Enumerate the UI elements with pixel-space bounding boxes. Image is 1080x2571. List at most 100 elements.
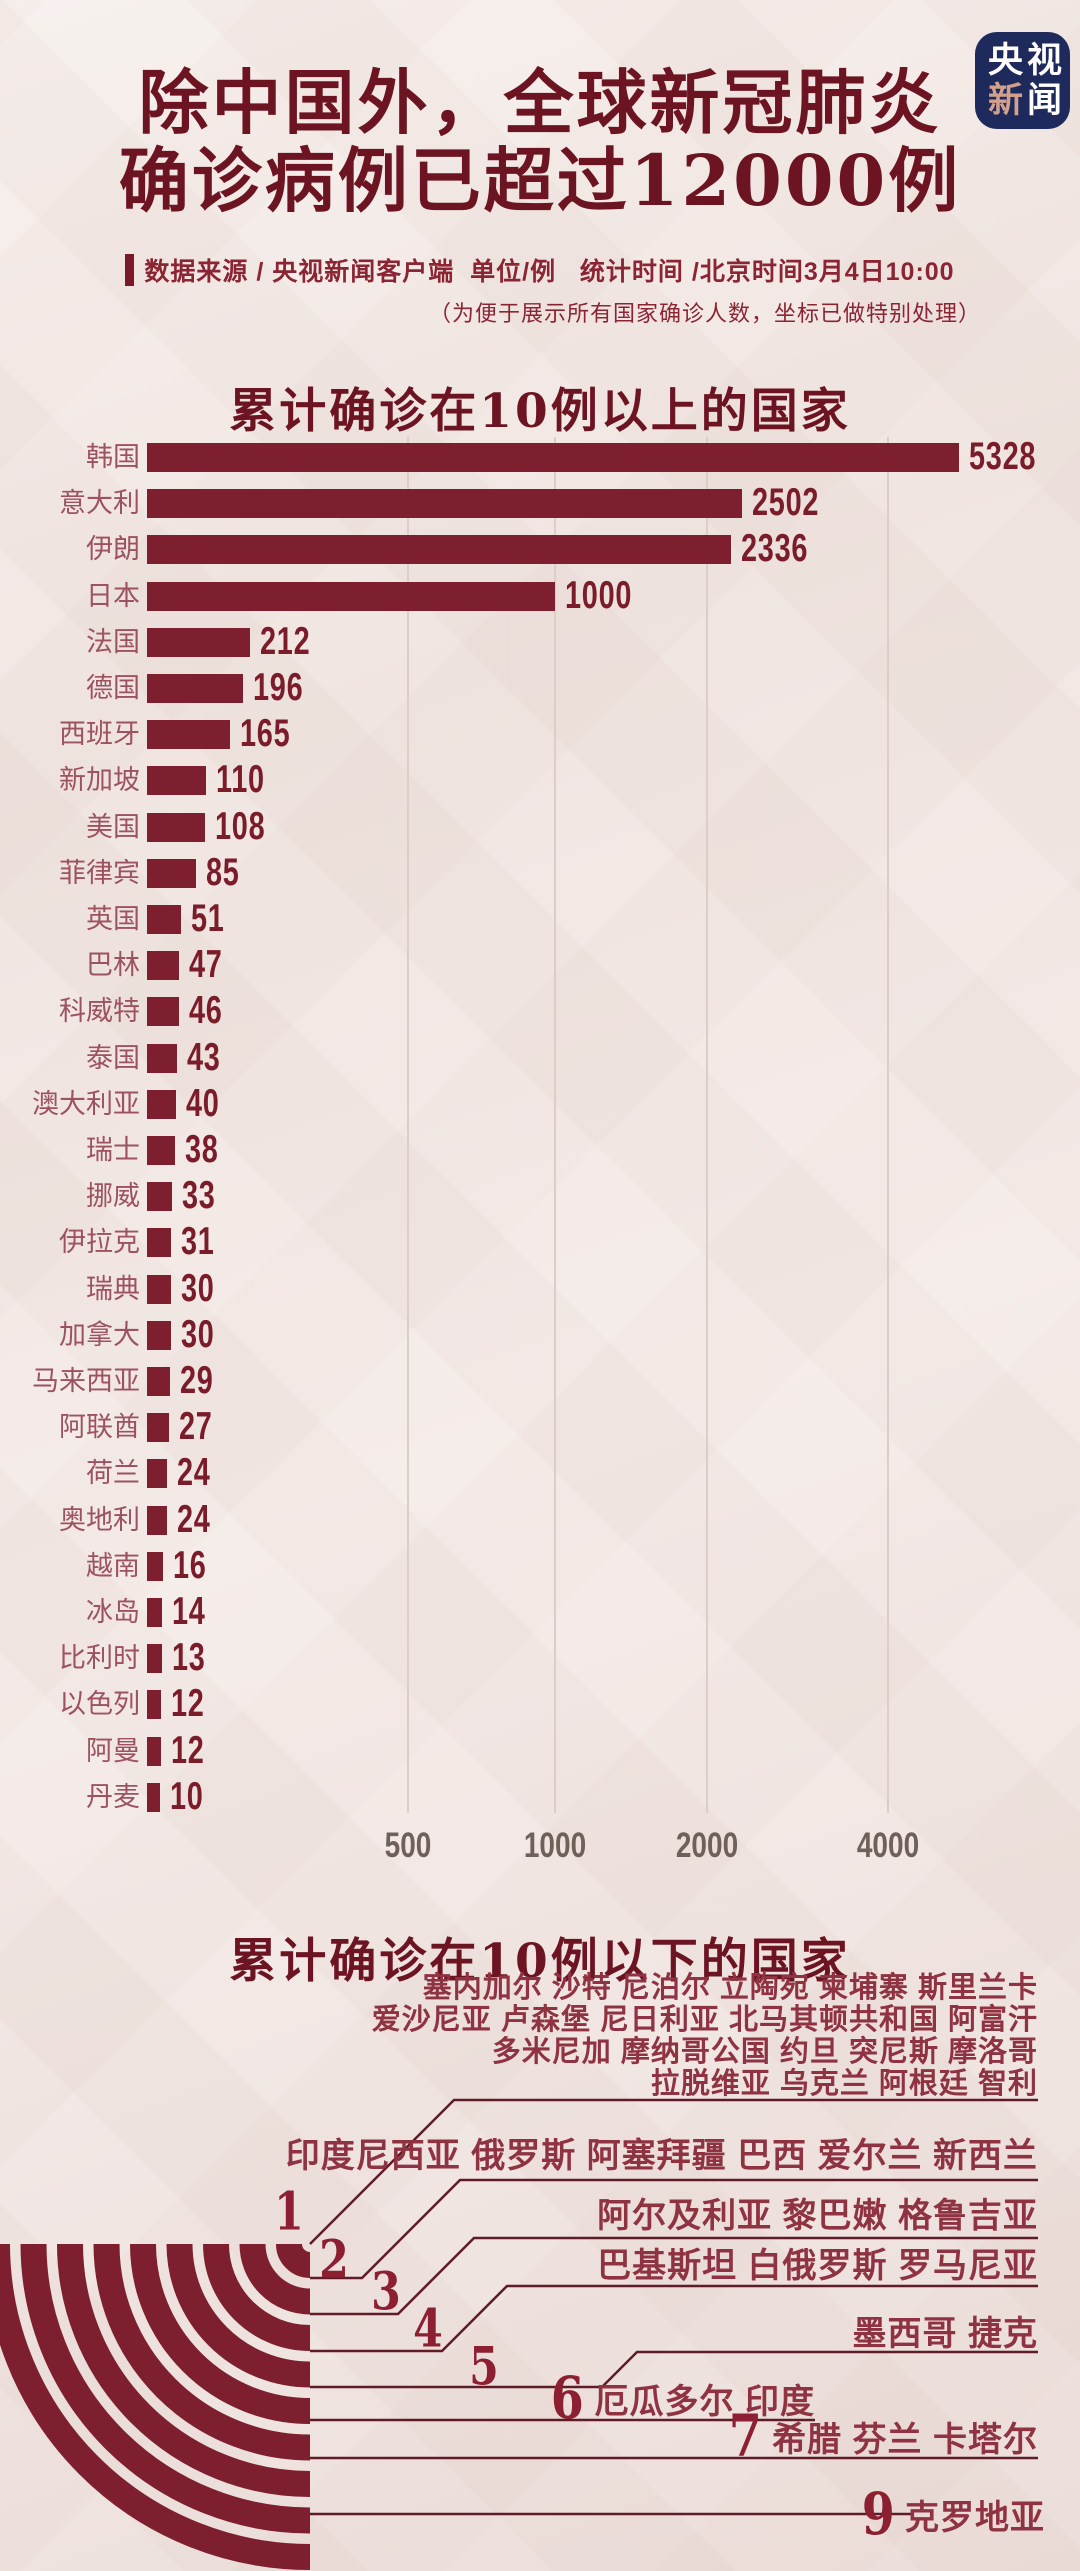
bar-row: 荷兰 24 — [0, 1450, 1080, 1496]
arc-ring — [20, 2243, 311, 2534]
bar-row: 科威特 46 — [0, 988, 1080, 1034]
connector-line — [310, 2236, 1038, 2316]
bar-row: 挪威 33 — [0, 1173, 1080, 1219]
bar — [147, 627, 250, 657]
arc-ring — [57, 2243, 311, 2497]
country-list-line: 爱沙尼亚 卢森堡 尼日利亚 北马其顿共和国 阿富汗 — [371, 2004, 1038, 2036]
bar — [147, 720, 230, 750]
bar — [147, 1274, 171, 1304]
bar — [147, 1644, 162, 1674]
bar-value: 108 — [215, 804, 266, 848]
bar — [147, 1551, 164, 1581]
bar-label: 阿曼 — [86, 1735, 140, 1766]
bar-row: 奥地利 24 — [0, 1497, 1080, 1543]
bar-row: 泰国 43 — [0, 1035, 1080, 1081]
arc-ring — [239, 2243, 311, 2315]
arc-ring — [276, 2242, 312, 2278]
arc-ring — [0, 2243, 311, 2570]
bar-label: 比利时 — [59, 1643, 140, 1674]
logo-rest-char: 闻 — [1027, 80, 1067, 120]
page-title-line2: 确诊病例已超过12000例 — [118, 139, 962, 222]
arc-ring — [166, 2243, 311, 2388]
bar-label: 瑞士 — [86, 1135, 140, 1165]
bar — [147, 1459, 168, 1489]
bar-row: 日本 1000 — [0, 573, 1080, 619]
chart2-title: 累计确诊在10例以下的国家 — [229, 1934, 851, 1989]
bar-label: 意大利 — [59, 488, 140, 519]
bar-value: 47 — [189, 943, 224, 987]
bar-label: 马来西亚 — [32, 1366, 140, 1396]
bar-row: 伊朗 2336 — [0, 526, 1080, 572]
bar-value: 212 — [260, 619, 311, 663]
chart1-title: 累计确诊在10例以上的国家 — [229, 384, 851, 439]
bar-label: 冰岛 — [86, 1597, 140, 1627]
bar — [147, 951, 180, 981]
bar-row: 澳大利亚 40 — [0, 1081, 1080, 1127]
bar-value: 51 — [191, 897, 225, 940]
data-source-row: 数据来源 / 央视新闻客户端 单位/例 统计时间 /北京时间3月4日10:00 — [0, 252, 1080, 288]
bar — [147, 1089, 176, 1119]
bar-label: 奥地利 — [59, 1504, 140, 1535]
bar-label: 韩国 — [86, 442, 140, 472]
connector-line — [310, 2350, 1038, 2389]
bar — [147, 1136, 175, 1165]
bar — [147, 1690, 162, 1720]
logo-text-line1: 央视 — [988, 40, 1067, 80]
bar-value: 85 — [205, 850, 240, 894]
bar-label: 新加坡 — [59, 765, 140, 796]
bar-label: 英国 — [86, 904, 140, 934]
bar — [147, 812, 206, 842]
source-accent-bar — [125, 254, 135, 286]
bar-value: 13 — [171, 1636, 206, 1680]
gridline-1000 — [554, 437, 556, 1813]
bar-label: 丹麦 — [86, 1781, 140, 1812]
bar-label: 越南 — [86, 1550, 140, 1581]
bar-row: 巴林 47 — [0, 942, 1080, 988]
bar-value: 12 — [171, 1728, 205, 1772]
bar — [147, 443, 960, 472]
arc-ring — [203, 2243, 311, 2351]
bar-label: 荷兰 — [86, 1458, 140, 1489]
connector-line — [310, 2178, 1038, 2280]
bar-label: 澳大利亚 — [32, 1088, 140, 1119]
bar-row: 美国 108 — [0, 804, 1080, 850]
bar-value: 30 — [180, 1266, 215, 1310]
bar-row: 新加坡 110 — [0, 757, 1080, 803]
bar-row: 瑞士 38 — [0, 1127, 1080, 1173]
bar-row: 越南 16 — [0, 1543, 1080, 1589]
bar-label: 法国 — [86, 626, 140, 657]
gridline-2000 — [706, 437, 708, 1813]
bar-label: 瑞典 — [86, 1273, 140, 1304]
bar — [147, 1413, 169, 1443]
bar — [147, 1043, 178, 1073]
bar-value: 10 — [170, 1774, 204, 1818]
bar-row: 丹麦 10 — [0, 1774, 1080, 1820]
cctv-news-logo: 央视 新闻 — [975, 32, 1070, 129]
bar-label: 加拿大 — [59, 1319, 140, 1350]
bar-value: 14 — [172, 1590, 206, 1633]
bar-row: 阿曼 12 — [0, 1728, 1080, 1774]
tick-label-1000: 1000 — [523, 1826, 587, 1865]
tick-label-2000: 2000 — [675, 1826, 739, 1865]
bar-value: 165 — [239, 712, 291, 756]
source-text: 数据来源 / 央视新闻客户端 单位/例 统计时间 /北京时间3月4日10:00 — [144, 258, 955, 286]
arc-ring — [93, 2243, 311, 2461]
bar-label: 巴林 — [86, 950, 140, 981]
logo-text-line2: 新闻 — [988, 81, 1070, 121]
bar-label: 泰国 — [86, 1042, 140, 1073]
page-title: 除中国外，全球新冠肺炎 确诊病例已超过12000例 — [0, 64, 1080, 220]
bar — [147, 1598, 163, 1627]
bar-row: 西班牙 165 — [0, 711, 1080, 757]
page-title-line1: 除中国外，全球新冠肺炎 — [138, 61, 942, 144]
bar-value: 1000 — [565, 573, 633, 617]
bar-label: 德国 — [86, 673, 140, 703]
bar — [147, 1228, 172, 1258]
gridline-500 — [407, 437, 409, 1813]
bar-value: 46 — [188, 989, 223, 1033]
count-1-country-list: 塞内加尔 沙特 尼泊尔 立陶宛 柬埔寨 斯里兰卡 爱沙尼亚 卢森堡 尼日利亚 北马… — [372, 1972, 1038, 2100]
bar-value: 40 — [185, 1081, 220, 1125]
bar-row: 德国 196 — [0, 665, 1080, 711]
tick-label-500: 500 — [384, 1826, 432, 1865]
bar-label: 菲律宾 — [59, 857, 140, 888]
bar-label: 阿联酋 — [59, 1412, 140, 1443]
